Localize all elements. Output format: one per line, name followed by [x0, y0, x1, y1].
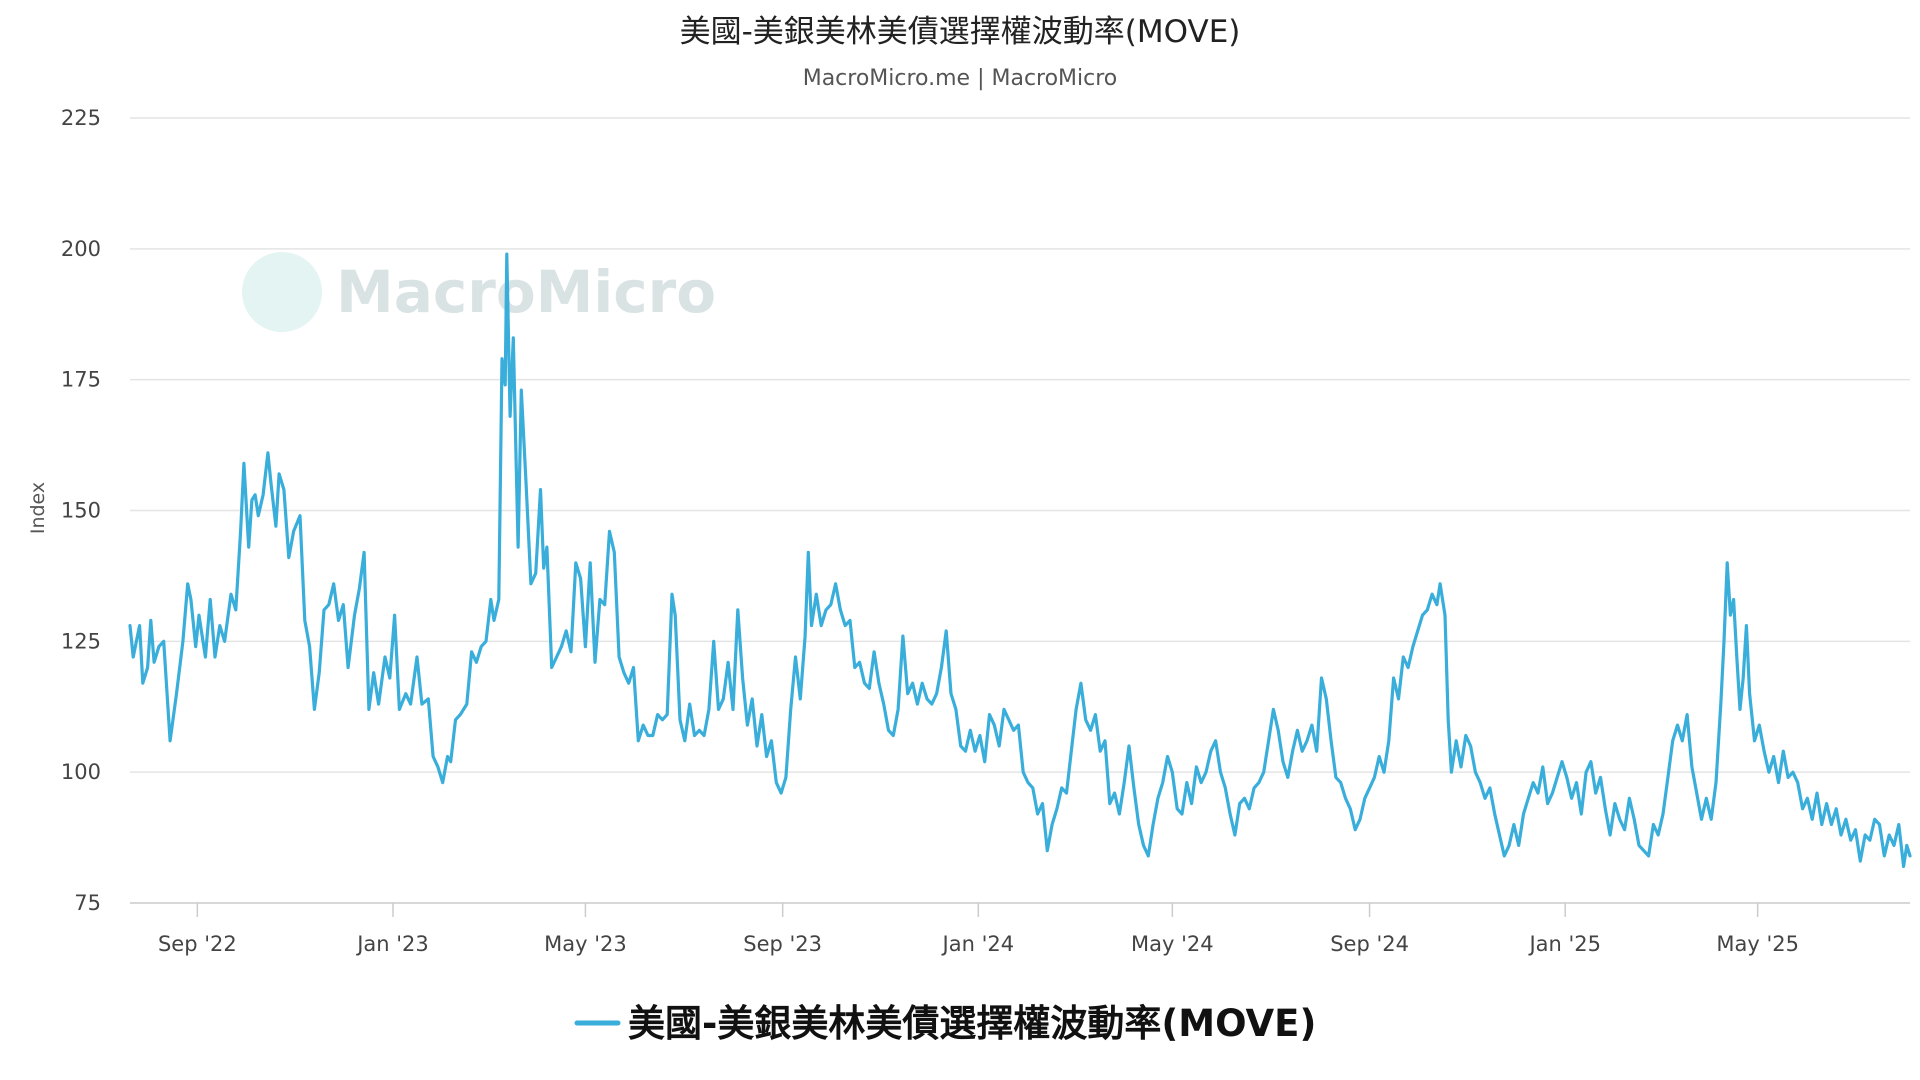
- x-tick-label: Jan '24: [941, 932, 1015, 956]
- y-tick-label: 175: [61, 368, 101, 392]
- y-tick-label: 200: [61, 237, 101, 261]
- watermark-text: MacroMicro: [336, 258, 716, 326]
- legend[interactable]: 美國-美銀美林美債選擇權波動率(MOVE): [574, 1002, 1316, 1045]
- y-tick-label: 125: [61, 629, 101, 653]
- x-tick-label: Jan '23: [355, 932, 429, 956]
- x-tick-label: May '25: [1716, 932, 1799, 956]
- x-tick-label: Jan '25: [1527, 932, 1601, 956]
- watermark-logo-icon: [242, 252, 322, 332]
- legend-label: 美國-美銀美林美債選擇權波動率(MOVE): [628, 1002, 1316, 1045]
- chart-title: 美國-美銀美林美債選擇權波動率(MOVE): [680, 14, 1241, 50]
- x-tick-label: Sep '22: [158, 932, 237, 956]
- y-tick-label: 100: [61, 760, 101, 784]
- y-tick-label: 225: [61, 106, 101, 130]
- x-tick-label: May '23: [544, 932, 627, 956]
- x-axis-ticks: Sep '22 Jan '23 May '23 Sep '23 Jan '24 May '…: [158, 903, 1799, 956]
- x-tick-label: Sep '23: [743, 932, 822, 956]
- watermark: MacroMicro: [242, 252, 716, 332]
- gridlines: [130, 117, 1910, 773]
- y-tick-label: 75: [74, 891, 101, 915]
- y-axis-label: Index: [27, 482, 49, 534]
- y-axis-ticks: 75 100 125 150 175 200 225: [61, 106, 101, 915]
- x-tick-label: May '24: [1131, 932, 1214, 956]
- series-line-move: [128, 252, 1912, 868]
- x-tick-label: Sep '24: [1330, 932, 1409, 956]
- chart-subtitle: MacroMicro.me | MacroMicro: [803, 66, 1118, 91]
- y-tick-label: 150: [61, 499, 101, 523]
